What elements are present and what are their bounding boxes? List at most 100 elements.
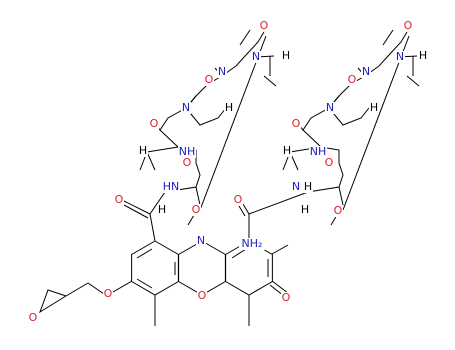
atom-label: NH [310, 145, 327, 158]
label-background [324, 157, 334, 169]
bond [123, 200, 151, 215]
bond [263, 75, 277, 87]
atom-label: O [29, 311, 38, 324]
atom-label: O [282, 291, 291, 304]
bond [338, 186, 344, 206]
label-background [114, 194, 124, 206]
atom-label: O [183, 156, 192, 169]
label-background [259, 20, 269, 32]
atom-label: HN [163, 180, 180, 193]
bond [65, 282, 89, 297]
label-background [291, 118, 301, 130]
label-background [103, 288, 113, 300]
label-background [282, 145, 292, 157]
atom-label: O [150, 117, 159, 130]
bond [199, 35, 267, 211]
bond [39, 289, 67, 314]
label-background [325, 102, 335, 114]
label-background [281, 50, 291, 62]
label-background [333, 205, 343, 217]
label-background [224, 102, 234, 114]
label-background [181, 102, 191, 114]
label-background [191, 204, 201, 216]
label-background [149, 118, 159, 130]
atom-label: O [205, 73, 214, 86]
atom-label: H [304, 180, 312, 193]
bond [382, 29, 394, 46]
atom-label: O [348, 73, 357, 86]
atom-label: NH₂ [242, 237, 263, 250]
atom-label: O [192, 203, 201, 216]
atom-label: NH [179, 145, 196, 158]
bond [185, 107, 227, 126]
bonds [39, 29, 420, 326]
label-background [395, 51, 405, 63]
bond [149, 31, 265, 215]
atom-label: N [292, 180, 300, 193]
atom-label: H [283, 144, 291, 157]
label-background [28, 312, 38, 324]
label-background [196, 235, 206, 247]
label-background [347, 74, 357, 86]
bond [271, 280, 289, 294]
bond [328, 107, 370, 126]
label-background [403, 20, 413, 32]
atom-label: O [198, 289, 207, 302]
atom-label: N [326, 101, 334, 114]
label-background [418, 50, 428, 62]
bond [231, 248, 247, 259]
atom-label: H [301, 203, 309, 216]
atom-label: O [260, 19, 269, 32]
label-background [281, 292, 291, 304]
label-background [157, 204, 167, 216]
atom-label: N [362, 65, 370, 78]
bond [242, 203, 250, 215]
atom-label: H [419, 49, 427, 62]
atom-label: O [325, 156, 334, 169]
label-background [162, 181, 180, 193]
label-background [197, 290, 207, 302]
bond [136, 248, 153, 259]
atom-label: O [234, 193, 243, 206]
label-background [303, 181, 313, 193]
atom-label: H [158, 203, 166, 216]
label-background [182, 157, 192, 169]
atom-label: O [104, 287, 113, 300]
label-background [204, 74, 214, 86]
bond [406, 75, 420, 87]
atom-label: N [252, 50, 260, 63]
atom-label: H [370, 101, 378, 114]
bond [271, 244, 289, 255]
atom-label: H [282, 49, 290, 62]
bond [123, 204, 149, 219]
bond [112, 280, 133, 293]
label-background [300, 204, 310, 216]
atom-label: O [292, 117, 301, 130]
label-background [251, 51, 261, 63]
bond [248, 31, 408, 215]
label-background [369, 102, 379, 114]
atom-label: H [139, 144, 147, 157]
atom-label: N [182, 101, 190, 114]
bond [136, 278, 153, 289]
bond [238, 205, 246, 217]
label-background [233, 194, 243, 206]
bond [149, 213, 156, 242]
label-background [217, 66, 227, 78]
bond [178, 240, 226, 296]
bond [342, 35, 410, 211]
atom-label: O [334, 204, 343, 217]
bond [131, 240, 179, 296]
label-background [239, 238, 265, 250]
atom-label: N [396, 50, 404, 63]
atom-label: H [225, 101, 233, 114]
atom-label: O [404, 19, 413, 32]
label-background [178, 146, 196, 158]
bond [87, 282, 105, 295]
label-background [361, 66, 371, 78]
bond [146, 146, 179, 153]
atom-label: O [115, 193, 124, 206]
bond [195, 186, 201, 206]
